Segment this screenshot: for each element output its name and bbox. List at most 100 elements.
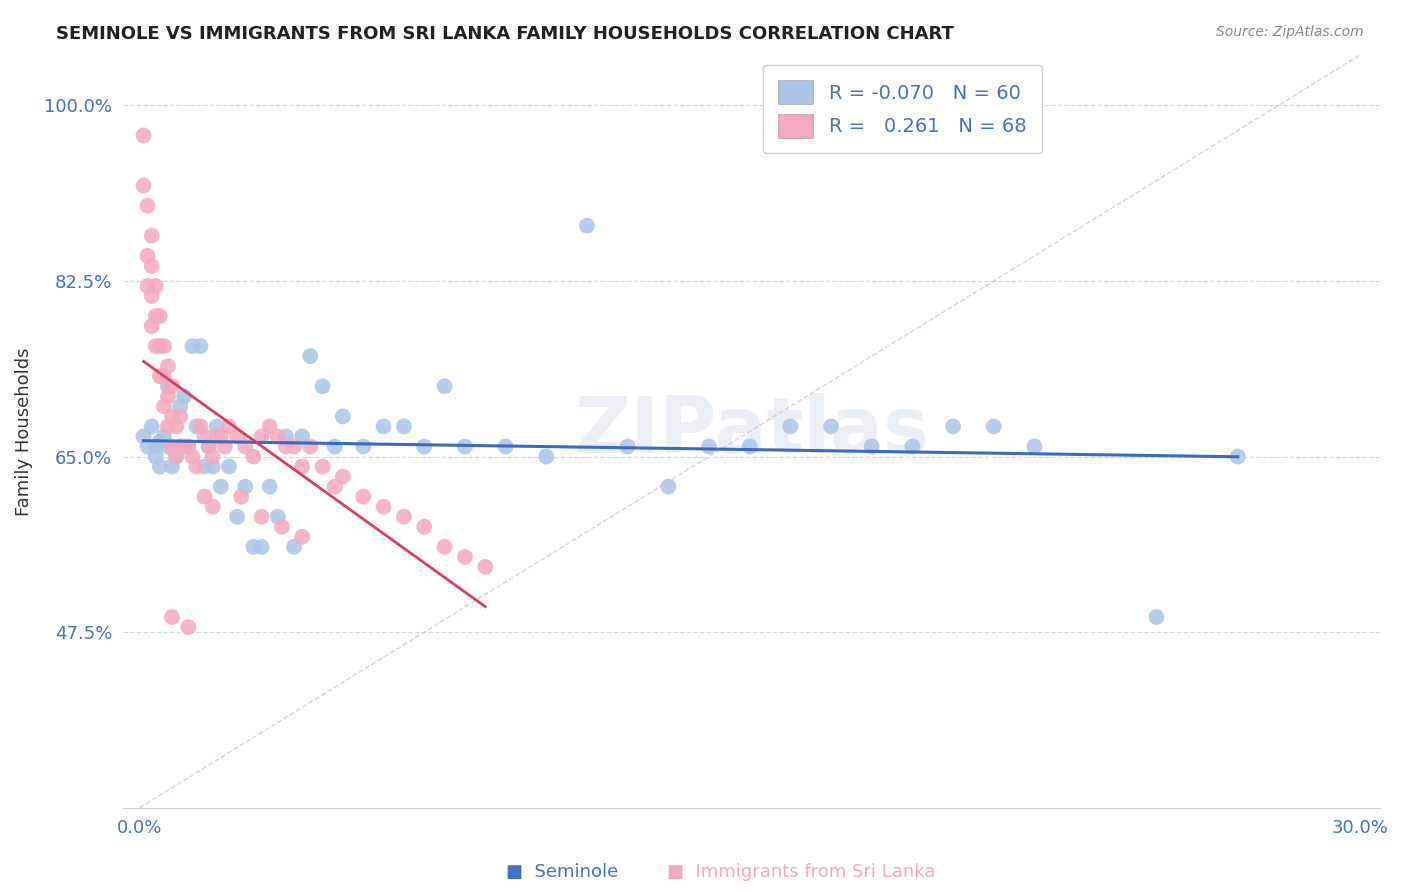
Point <box>352 490 374 504</box>
Point <box>153 429 176 443</box>
Point <box>536 450 558 464</box>
Point <box>132 429 155 443</box>
Text: ZIPatlas: ZIPatlas <box>574 393 929 469</box>
Point <box>165 419 187 434</box>
Point <box>323 440 346 454</box>
Point <box>259 480 281 494</box>
Point <box>779 419 801 434</box>
Point <box>323 480 346 494</box>
Point <box>145 339 167 353</box>
Point <box>942 419 965 434</box>
Point <box>433 379 456 393</box>
Point <box>160 610 183 624</box>
Point <box>267 509 290 524</box>
Point <box>433 540 456 554</box>
Point <box>1146 610 1168 624</box>
Point <box>738 440 761 454</box>
Y-axis label: Family Households: Family Households <box>15 347 32 516</box>
Point <box>194 429 217 443</box>
Point <box>299 349 322 363</box>
Point <box>190 339 212 353</box>
Point <box>145 440 167 454</box>
Point <box>197 440 219 454</box>
Point <box>149 309 172 323</box>
Point <box>141 319 163 334</box>
Point <box>165 450 187 464</box>
Point <box>136 279 159 293</box>
Point <box>291 459 314 474</box>
Point <box>332 409 354 424</box>
Point <box>283 440 305 454</box>
Point <box>145 279 167 293</box>
Point <box>173 389 195 403</box>
Point <box>153 339 176 353</box>
Point <box>332 469 354 483</box>
Point <box>136 249 159 263</box>
Point <box>149 434 172 449</box>
Text: SEMINOLE VS IMMIGRANTS FROM SRI LANKA FAMILY HOUSEHOLDS CORRELATION CHART: SEMINOLE VS IMMIGRANTS FROM SRI LANKA FA… <box>56 25 955 43</box>
Point <box>156 379 179 393</box>
Point <box>136 440 159 454</box>
Point <box>373 419 395 434</box>
Point <box>201 459 224 474</box>
Text: Source: ZipAtlas.com: Source: ZipAtlas.com <box>1216 25 1364 39</box>
Point <box>291 530 314 544</box>
Point <box>132 178 155 193</box>
Point <box>392 509 415 524</box>
Point <box>160 379 183 393</box>
Point <box>233 440 256 454</box>
Point <box>454 549 477 564</box>
Point <box>205 429 228 443</box>
Point <box>242 450 264 464</box>
Point <box>209 480 232 494</box>
Point <box>270 520 292 534</box>
Text: ■  Immigrants from Sri Lanka: ■ Immigrants from Sri Lanka <box>668 863 935 881</box>
Point <box>169 409 191 424</box>
Point <box>250 429 273 443</box>
Point <box>392 419 415 434</box>
Point <box>860 440 883 454</box>
Point <box>352 440 374 454</box>
Point <box>291 429 314 443</box>
Point <box>169 440 191 454</box>
Point <box>454 440 477 454</box>
Point <box>156 359 179 374</box>
Point <box>160 459 183 474</box>
Point <box>226 509 249 524</box>
Point <box>153 400 176 414</box>
Legend: R = -0.070   N = 60, R =   0.261   N = 68: R = -0.070 N = 60, R = 0.261 N = 68 <box>763 65 1042 153</box>
Point <box>218 419 240 434</box>
Point <box>474 560 496 574</box>
Point <box>250 509 273 524</box>
Point <box>233 480 256 494</box>
Point <box>274 440 297 454</box>
Point <box>201 500 224 514</box>
Point <box>197 440 219 454</box>
Point <box>177 440 200 454</box>
Point <box>177 440 200 454</box>
Point <box>156 389 179 403</box>
Point <box>226 429 249 443</box>
Point <box>160 440 183 454</box>
Point <box>177 620 200 634</box>
Point <box>141 289 163 303</box>
Point <box>209 429 232 443</box>
Point <box>181 450 204 464</box>
Point <box>160 409 183 424</box>
Point <box>145 450 167 464</box>
Point <box>153 369 176 384</box>
Point <box>820 419 842 434</box>
Point <box>156 440 179 454</box>
Point <box>267 429 290 443</box>
Point <box>983 419 1005 434</box>
Point <box>283 540 305 554</box>
Point <box>194 490 217 504</box>
Point <box>186 459 208 474</box>
Point <box>413 440 436 454</box>
Point <box>141 259 163 273</box>
Point <box>311 379 333 393</box>
Point <box>901 440 924 454</box>
Point <box>186 419 208 434</box>
Text: ■  Seminole: ■ Seminole <box>506 863 619 881</box>
Point <box>299 440 322 454</box>
